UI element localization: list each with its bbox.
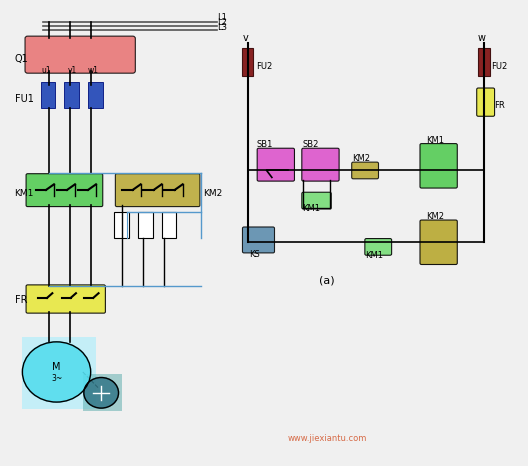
FancyBboxPatch shape <box>302 148 339 181</box>
FancyBboxPatch shape <box>242 227 275 253</box>
Bar <box>83 374 122 411</box>
Text: (a): (a) <box>319 276 335 286</box>
Text: FU2: FU2 <box>256 62 272 71</box>
Text: KM1: KM1 <box>302 204 320 213</box>
FancyBboxPatch shape <box>420 220 457 265</box>
Text: KM2: KM2 <box>426 212 444 221</box>
Text: L1: L1 <box>216 13 227 22</box>
Text: Q1: Q1 <box>14 55 29 64</box>
Text: KM1: KM1 <box>14 189 34 198</box>
Text: SB2: SB2 <box>302 140 318 149</box>
Bar <box>88 82 103 108</box>
Text: M: M <box>52 363 61 372</box>
Circle shape <box>84 377 118 408</box>
Circle shape <box>22 342 91 402</box>
Text: KS: KS <box>249 250 260 259</box>
Text: www.jiexiantu.com: www.jiexiantu.com <box>287 434 367 444</box>
Text: FU2: FU2 <box>492 62 507 71</box>
FancyBboxPatch shape <box>302 192 331 209</box>
Text: FR: FR <box>494 101 505 110</box>
Bar <box>478 48 490 75</box>
Text: v: v <box>243 33 249 43</box>
Bar <box>22 337 96 409</box>
FancyBboxPatch shape <box>352 162 379 179</box>
Text: u1: u1 <box>41 66 51 75</box>
FancyBboxPatch shape <box>115 174 200 206</box>
Text: L2: L2 <box>216 18 227 27</box>
Text: FU1: FU1 <box>14 94 33 103</box>
Bar <box>138 212 153 238</box>
FancyBboxPatch shape <box>420 144 457 188</box>
Bar <box>64 82 79 108</box>
Text: KM2: KM2 <box>352 154 370 163</box>
Text: w1: w1 <box>88 66 99 75</box>
FancyBboxPatch shape <box>26 174 103 206</box>
Text: w: w <box>478 33 486 43</box>
FancyBboxPatch shape <box>25 36 135 73</box>
Text: KM1: KM1 <box>365 252 383 260</box>
Text: 3~: 3~ <box>51 374 62 384</box>
Text: L3: L3 <box>216 23 227 32</box>
Bar <box>114 212 129 238</box>
FancyBboxPatch shape <box>26 285 106 313</box>
Text: FR: FR <box>14 295 27 305</box>
Text: KM1: KM1 <box>426 136 444 144</box>
Bar <box>162 212 176 238</box>
Bar <box>242 48 253 75</box>
Text: v1: v1 <box>68 66 77 75</box>
Text: SB1: SB1 <box>257 140 273 149</box>
FancyBboxPatch shape <box>365 239 392 255</box>
Bar <box>41 82 55 108</box>
FancyBboxPatch shape <box>257 148 295 181</box>
Text: KM2: KM2 <box>204 189 223 198</box>
FancyBboxPatch shape <box>477 88 495 116</box>
